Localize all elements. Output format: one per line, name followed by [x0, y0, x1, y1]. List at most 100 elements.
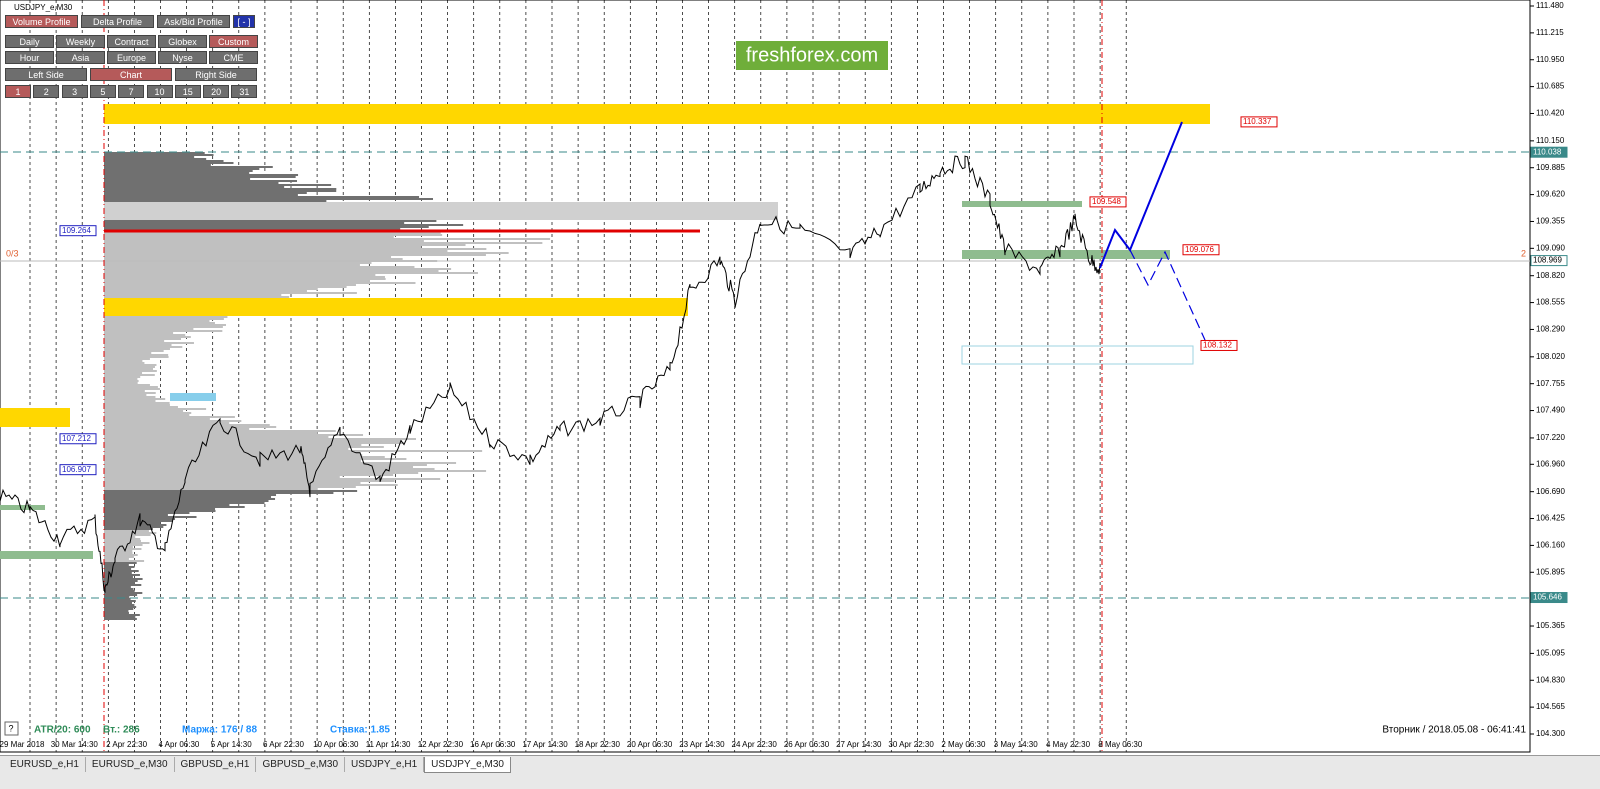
profile-bar — [104, 424, 270, 426]
chart-tab[interactable]: USDJPY_e,M30 — [424, 757, 511, 773]
profile-bar — [104, 384, 150, 386]
panel-button[interactable]: CME — [209, 51, 258, 64]
chart-tab[interactable]: EURUSD_e,H1 — [4, 757, 86, 772]
profile-bar — [104, 490, 358, 492]
profile-bar — [104, 316, 228, 318]
panel-button[interactable]: Weekly — [56, 35, 105, 48]
price-marker — [59, 225, 97, 237]
panel-button[interactable]: Daily — [5, 35, 54, 48]
panel-button[interactable]: Left Side — [5, 68, 87, 81]
panel-button[interactable]: Custom — [209, 35, 258, 48]
profile-bar — [104, 170, 253, 172]
profile-bar — [104, 400, 156, 402]
profile-bar — [104, 264, 360, 266]
price-label: 105.895 — [1536, 567, 1565, 576]
time-label: 6 Apr 22:30 — [263, 740, 304, 749]
vt: Вт.: 286 — [103, 725, 140, 736]
panel-button[interactable]: Nyse — [158, 51, 207, 64]
profile-bar — [104, 558, 129, 560]
datetime: Вторник / 2018.05.08 - 06:41:41 — [1382, 725, 1526, 736]
green-zone — [962, 250, 1170, 259]
profile-bar — [104, 288, 318, 290]
profile-bar — [104, 530, 149, 532]
panel-button[interactable]: 15 — [174, 85, 201, 98]
profile-bar — [104, 522, 161, 524]
panel-button[interactable]: Volume Profile — [5, 15, 78, 28]
panel-button[interactable]: Delta Profile — [81, 15, 154, 28]
level-labels: 109.264 107.212 106.907 110.337 109.548 109.0… — [59, 116, 1278, 476]
profile-bar — [104, 408, 207, 410]
profile-bar — [104, 416, 235, 418]
price-marker — [1530, 146, 1568, 158]
profile-bar — [104, 342, 194, 344]
panel-button[interactable]: 7 — [118, 85, 145, 98]
profile-bar — [104, 440, 403, 442]
chart-tab[interactable]: GBPUSD_e,H1 — [175, 757, 257, 772]
panel-button[interactable]: Right Side — [175, 68, 257, 81]
price-label: 105.095 — [1536, 649, 1565, 658]
profile-bar — [104, 462, 457, 464]
profile-bar — [104, 194, 298, 196]
panel-button[interactable]: Asia — [56, 51, 105, 64]
panel-button[interactable]: Contract — [107, 35, 156, 48]
panel-button[interactable]: Hour — [5, 51, 54, 64]
profile-bar — [104, 536, 136, 538]
time-label: 17 Apr 14:30 — [522, 740, 568, 749]
profile-bar — [104, 388, 160, 390]
atr: ATR/20: 600 — [34, 725, 91, 736]
panel-button[interactable]: 5 — [89, 85, 116, 98]
panel-button[interactable]: 20 — [203, 85, 230, 98]
chart-tab[interactable]: EURUSD_e,M30 — [86, 757, 175, 772]
profile-bar — [104, 396, 156, 398]
profile-bar — [104, 412, 192, 414]
profile-bar — [104, 154, 214, 156]
profile-bar — [104, 488, 318, 490]
profile-bar — [104, 464, 427, 466]
profile-bar — [104, 602, 133, 604]
price-label: 110.950 — [1536, 55, 1565, 64]
chart-tab[interactable]: GBPUSD_e,M30 — [256, 757, 346, 772]
price-marker-label: 109.264 — [62, 226, 91, 235]
help-button[interactable] — [4, 721, 19, 736]
profile-bar — [104, 350, 164, 352]
panel-button[interactable]: 1 — [5, 85, 31, 98]
price-marker — [59, 464, 97, 476]
panel-button[interactable]: Europe — [107, 51, 156, 64]
target-box — [961, 345, 1194, 365]
profile-bar — [104, 240, 424, 242]
profile-bar — [104, 232, 441, 234]
panel-button[interactable]: 31 — [231, 85, 258, 98]
price-marker — [1240, 116, 1278, 128]
time-label: 29 Mar 2018 — [0, 740, 45, 749]
panel-button[interactable]: Ask/Bid Profile — [157, 15, 230, 28]
profile-bar — [104, 160, 224, 162]
left-tag: 0/3 — [6, 248, 19, 258]
chart-tab[interactable]: USDJPY_e,H1 — [345, 757, 425, 772]
profile-bar — [104, 272, 478, 274]
panel-button[interactable]: Chart — [90, 68, 172, 81]
profile-bar — [104, 324, 226, 326]
profile-bar — [104, 292, 357, 294]
profile-bar — [104, 414, 190, 416]
help-label[interactable]: ? — [8, 723, 13, 733]
profile-bar — [104, 340, 165, 342]
profile-bar — [104, 236, 394, 238]
profile-bar — [104, 568, 132, 570]
profile-bar — [104, 226, 429, 228]
profile-bar — [104, 604, 135, 606]
profile-bar — [104, 284, 356, 286]
panel-button[interactable]: 2 — [33, 85, 60, 98]
panel-button[interactable]: 3 — [61, 85, 88, 98]
panel-button[interactable]: 10 — [146, 85, 173, 98]
time-axis: 29 Mar 2018 30 Mar 14:30 2 Apr 22:30 4 Apr … — [0, 740, 1143, 749]
profile-bar — [104, 252, 509, 254]
profile-bar — [104, 402, 170, 404]
profile-bar — [104, 328, 194, 330]
panel-button[interactable]: Globex — [158, 35, 207, 48]
price-label: 106.690 — [1536, 487, 1565, 496]
profile-bar — [104, 618, 137, 620]
price-label: 110.685 — [1536, 82, 1565, 91]
panel-button[interactable]: [ - ] — [233, 15, 255, 28]
profile-bar — [104, 380, 139, 382]
